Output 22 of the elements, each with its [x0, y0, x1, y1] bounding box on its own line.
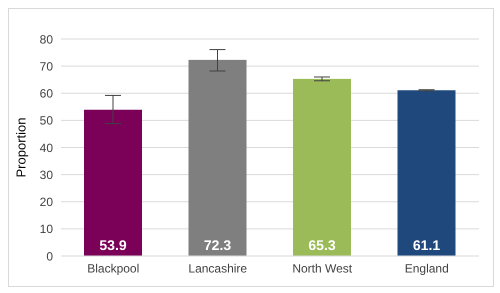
data-label: 65.3: [308, 237, 336, 253]
y-axis-title: Proportion: [14, 118, 29, 178]
x-tick-label: Lancashire: [188, 262, 248, 276]
x-tick-label: North West: [292, 262, 353, 276]
x-tick-label: Blackpool: [87, 262, 140, 276]
y-tick-label: 50: [40, 114, 54, 128]
data-label: 53.9: [99, 237, 127, 253]
bar: [398, 90, 456, 256]
bar: [188, 60, 246, 256]
y-tick-label: 40: [40, 140, 54, 155]
y-tick-label: 0: [46, 249, 54, 264]
y-tick-label: 70: [40, 59, 54, 74]
y-tick-label: 20: [40, 195, 54, 210]
bar: [293, 78, 351, 256]
data-label: 72.3: [204, 237, 232, 253]
y-tick-label: 80: [40, 32, 54, 46]
y-tick-label: 10: [40, 222, 54, 236]
bar: [84, 110, 142, 256]
x-tick-label: England: [404, 262, 449, 276]
y-tick-label: 60: [40, 86, 54, 101]
y-tick-label: 30: [40, 168, 54, 182]
data-label: 61.1: [412, 237, 440, 253]
